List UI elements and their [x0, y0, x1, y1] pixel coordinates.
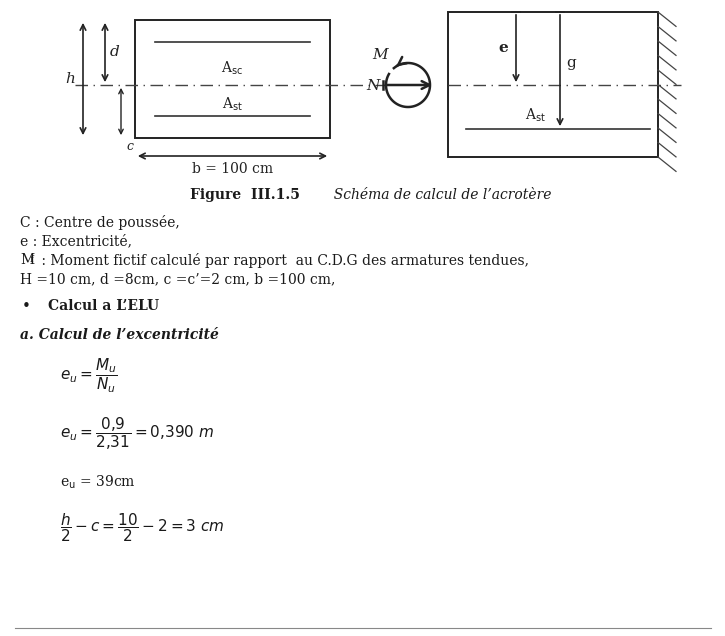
Text: Schéma de calcul de l’acrotère: Schéma de calcul de l’acrotère	[325, 188, 552, 202]
Text: Calcul a L’ELU: Calcul a L’ELU	[48, 299, 159, 313]
Text: $e_{u} = \dfrac{0{,}9}{2{,}31} = 0{,}390\ m$: $e_{u} = \dfrac{0{,}9}{2{,}31} = 0{,}390…	[60, 415, 215, 452]
Text: f: f	[30, 255, 33, 264]
Text: M: M	[20, 253, 34, 267]
Text: : Moment fictif calculé par rapport  au C.D.G des armatures tendues,: : Moment fictif calculé par rapport au C…	[37, 253, 529, 268]
Text: •: •	[22, 299, 31, 314]
Text: c: c	[126, 140, 133, 153]
Text: C : Centre de poussée,: C : Centre de poussée,	[20, 215, 180, 230]
Text: H =10 cm, d =8cm, c =c’=2 cm, b =100 cm,: H =10 cm, d =8cm, c =c’=2 cm, b =100 cm,	[20, 272, 336, 286]
Text: e: e	[498, 41, 508, 55]
Text: g: g	[566, 55, 576, 69]
Text: a. Calcul de l’excentricité: a. Calcul de l’excentricité	[20, 328, 219, 342]
Text: d: d	[110, 46, 120, 60]
Bar	[448, 12, 658, 157]
Text: e : Excentricité,: e : Excentricité,	[20, 234, 132, 248]
Text: $\dfrac{h}{2} - c = \dfrac{10}{2} - 2 = 3\ cm$: $\dfrac{h}{2} - c = \dfrac{10}{2} - 2 = …	[60, 511, 225, 544]
Text: A$_{\rm sc}$: A$_{\rm sc}$	[222, 60, 244, 77]
Bar	[135, 20, 330, 138]
Text: M: M	[372, 48, 388, 62]
Text: e$_{\rm u}$ = 39cm: e$_{\rm u}$ = 39cm	[60, 473, 136, 491]
Text: A$_{\rm st}$: A$_{\rm st}$	[525, 106, 545, 123]
Text: b = 100 cm: b = 100 cm	[192, 162, 273, 176]
Text: Figure  III.1.5: Figure III.1.5	[190, 188, 300, 202]
Text: h: h	[65, 72, 75, 86]
Text: N: N	[367, 79, 380, 93]
Text: $e_{u} = \dfrac{M_{u}}{N_{u}}$: $e_{u} = \dfrac{M_{u}}{N_{u}}$	[60, 357, 117, 395]
Text: A$_{\rm st}$: A$_{\rm st}$	[222, 96, 243, 113]
